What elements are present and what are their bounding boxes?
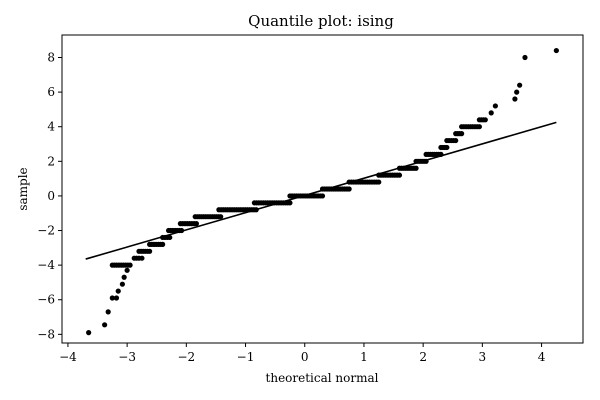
data-point — [193, 221, 199, 227]
data-point — [482, 117, 488, 123]
data-point — [413, 165, 419, 171]
y-tick-label: −8 — [37, 327, 55, 341]
x-tick-label: −2 — [177, 350, 195, 364]
y-tick-label: 8 — [47, 50, 55, 64]
data-point — [287, 200, 293, 206]
y-tick-label: 6 — [47, 85, 55, 99]
data-point — [121, 274, 127, 280]
data-point — [119, 281, 125, 287]
data-point — [512, 96, 518, 102]
x-tick-label: 0 — [301, 350, 309, 364]
data-point — [127, 262, 133, 268]
data-point — [167, 234, 173, 241]
data-point — [444, 144, 450, 151]
data-point — [459, 131, 465, 137]
data-point — [139, 255, 145, 261]
data-point — [376, 179, 382, 185]
y-axis: −8 −6 −4 −2 0 2 4 6 8 — [37, 50, 62, 341]
data-point — [517, 82, 523, 88]
data-point — [102, 322, 108, 328]
x-tick-label: 4 — [538, 350, 546, 364]
data-point — [147, 248, 153, 254]
data-point — [514, 89, 520, 95]
plot-area — [85, 47, 559, 336]
data-point — [492, 103, 498, 109]
plot-frame — [61, 34, 584, 344]
chart-title: Quantile plot: ising — [248, 12, 394, 30]
reference-line — [85, 121, 557, 260]
data-point — [115, 288, 121, 294]
data-point — [113, 295, 120, 301]
y-tick-label: −4 — [37, 258, 55, 272]
x-axis: −4 −3 −2 −1 0 1 2 3 4 — [59, 343, 546, 364]
data-point — [396, 172, 403, 178]
data-point — [218, 214, 224, 220]
data-point — [553, 47, 559, 54]
data-point — [346, 186, 352, 192]
data-point — [488, 110, 494, 116]
x-tick-label: 3 — [479, 350, 487, 364]
x-tick-label: 2 — [419, 350, 427, 364]
y-tick-label: 4 — [47, 120, 55, 134]
data-point — [86, 330, 92, 336]
x-tick-label: −4 — [59, 350, 77, 364]
x-axis-label: theoretical normal — [266, 371, 379, 385]
x-tick-label: 1 — [360, 350, 368, 364]
data-point — [522, 54, 528, 61]
data-point — [160, 241, 166, 247]
y-tick-label: 2 — [47, 154, 55, 168]
y-axis-label: sample — [16, 167, 30, 210]
data-point — [476, 124, 482, 130]
data-point — [453, 137, 459, 144]
data-point — [109, 295, 115, 301]
data-point — [319, 193, 326, 199]
y-tick-label: 0 — [47, 189, 55, 203]
data-point — [124, 267, 130, 273]
x-tick-label: −3 — [118, 350, 136, 364]
y-tick-label: −2 — [37, 224, 55, 238]
x-tick-label: −1 — [237, 350, 255, 364]
data-point — [105, 309, 111, 315]
y-tick-label: −6 — [37, 293, 55, 307]
